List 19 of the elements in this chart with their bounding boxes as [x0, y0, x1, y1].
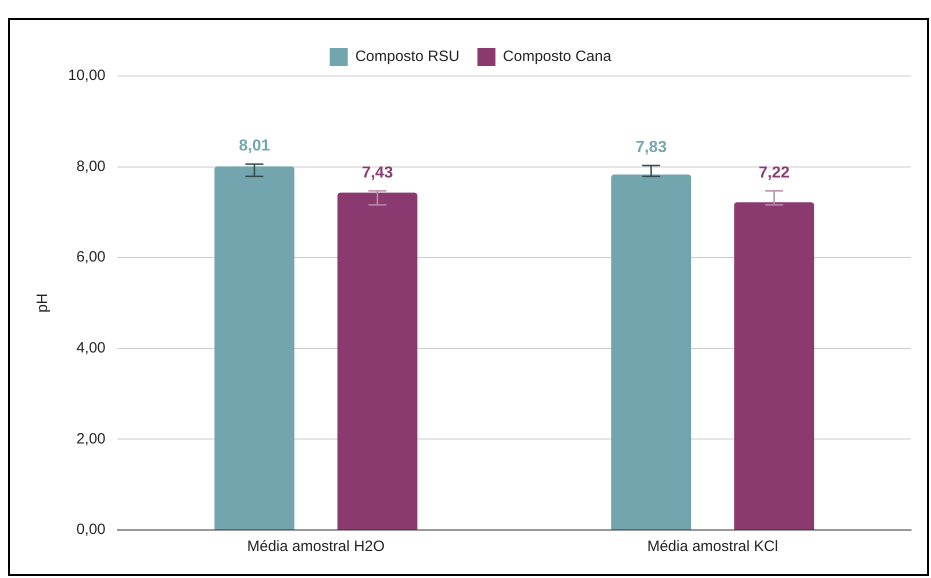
bar	[611, 174, 692, 530]
data-label: 8,01	[238, 137, 270, 154]
y-tick-label: 6,00	[76, 248, 106, 266]
data-label: 7,83	[636, 138, 667, 156]
data-label: 7,43	[362, 164, 394, 182]
y-tick-label: 8,00	[76, 158, 106, 175]
y-axis-title: pH	[34, 293, 52, 313]
x-tick-label: Média amostral H2O	[247, 538, 385, 556]
legend-label: Composto RSU	[355, 48, 460, 66]
x-tick-label: Média amostral KCl	[647, 538, 778, 556]
legend-label: Composto Cana	[502, 48, 612, 66]
bar	[337, 192, 418, 530]
y-tick-label: 10,00	[68, 67, 106, 84]
y-tick-label: 4,00	[76, 340, 106, 357]
data-label: 7,22	[758, 164, 790, 182]
y-tick-label: 0,00	[76, 521, 106, 538]
y-tick-label: 2,00	[76, 430, 106, 448]
bar	[734, 202, 814, 530]
bar	[214, 166, 294, 530]
